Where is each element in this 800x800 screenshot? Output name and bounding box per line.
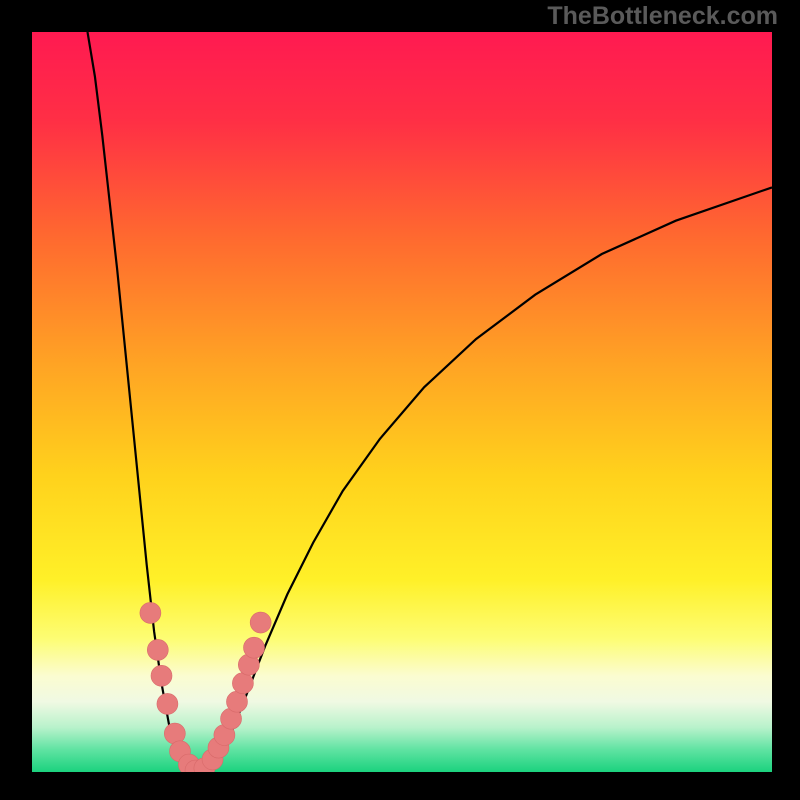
data-bead bbox=[250, 612, 271, 633]
curve-left bbox=[88, 32, 199, 772]
plot-area bbox=[32, 32, 772, 772]
data-bead bbox=[147, 639, 168, 660]
curve-layer bbox=[32, 32, 772, 772]
data-bead bbox=[157, 693, 178, 714]
data-bead bbox=[226, 691, 247, 712]
chart-container: TheBottleneck.com bbox=[0, 0, 800, 800]
data-bead bbox=[151, 665, 172, 686]
watermark-text: TheBottleneck.com bbox=[547, 2, 778, 31]
data-bead bbox=[244, 637, 265, 658]
data-bead bbox=[140, 602, 161, 623]
curve-right bbox=[199, 187, 773, 772]
data-bead bbox=[232, 673, 253, 694]
